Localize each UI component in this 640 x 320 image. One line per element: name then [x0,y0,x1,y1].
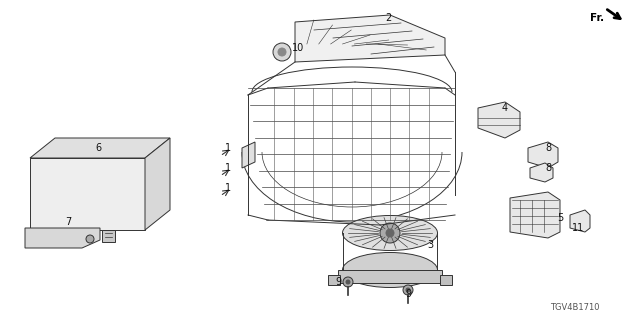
Polygon shape [30,138,170,158]
Text: 3: 3 [427,240,433,250]
Text: 1: 1 [225,143,231,153]
Text: 1: 1 [225,183,231,193]
Text: 1: 1 [225,163,231,173]
Ellipse shape [342,215,438,251]
Polygon shape [478,102,520,138]
Text: 6: 6 [95,143,101,153]
Polygon shape [295,15,445,62]
Text: TGV4B1710: TGV4B1710 [550,303,600,313]
Polygon shape [102,230,115,242]
Circle shape [278,48,286,56]
Polygon shape [145,138,170,230]
Text: 8: 8 [545,163,551,173]
Text: 9: 9 [405,289,411,299]
Polygon shape [510,192,560,238]
Circle shape [406,288,410,292]
Circle shape [273,43,291,61]
Circle shape [86,235,94,243]
Polygon shape [328,275,340,285]
Polygon shape [528,142,558,168]
Circle shape [343,277,353,287]
Circle shape [380,223,400,243]
Text: 8: 8 [545,143,551,153]
Text: 2: 2 [385,13,391,23]
Circle shape [386,229,394,237]
Polygon shape [338,270,442,283]
Text: 9: 9 [335,277,341,287]
Text: 4: 4 [502,103,508,113]
Circle shape [346,280,350,284]
Polygon shape [242,142,255,168]
Text: Fr.: Fr. [590,13,604,23]
Text: 11: 11 [572,223,584,233]
Polygon shape [25,228,100,248]
Text: 10: 10 [292,43,304,53]
Ellipse shape [342,252,438,287]
Polygon shape [530,163,553,182]
Text: 7: 7 [65,217,71,227]
Text: 5: 5 [557,213,563,223]
Polygon shape [30,158,145,230]
Polygon shape [440,275,452,285]
Polygon shape [570,210,590,232]
Circle shape [403,285,413,295]
